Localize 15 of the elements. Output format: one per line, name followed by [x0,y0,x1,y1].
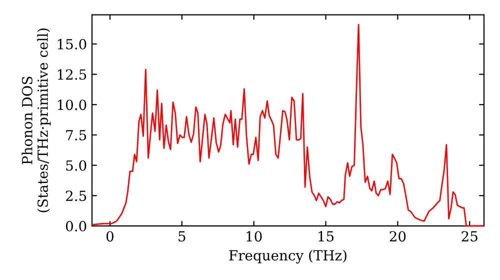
y-tick-label: 5.0 [66,160,86,171]
x-tick-label: 15 [318,231,334,242]
y-tick-label: 10.0 [58,100,86,110]
x-tick-label: 5 [178,231,186,242]
y-tick-label: 7.5 [66,130,86,140]
x-axis-title: Frequency (THz) [229,250,346,264]
y-tick-label: 2.5 [66,190,86,202]
x-tick-label: 10 [246,231,262,242]
x-tick-label: 0 [106,231,114,242]
y-tick-label: 15.0 [58,38,86,50]
y-axis-title: Phonon DOS (States/THz·primitive cell) [22,28,51,212]
x-tick-label: 20 [390,231,406,242]
y-tick-label: 12.5 [58,69,86,80]
x-tick-label: 25 [462,231,478,242]
y-tick-label: 0.0 [66,220,86,232]
